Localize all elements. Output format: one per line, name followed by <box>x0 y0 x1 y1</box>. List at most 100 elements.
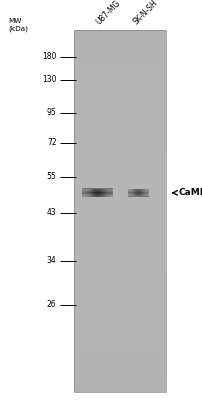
Bar <box>86 189 87 197</box>
Bar <box>74 39 166 44</box>
Bar <box>82 189 83 197</box>
Bar <box>111 189 112 197</box>
Bar <box>74 166 166 170</box>
Bar <box>93 189 94 197</box>
Bar <box>74 306 166 310</box>
Bar <box>74 297 166 302</box>
Bar <box>74 374 166 378</box>
Bar <box>74 365 166 369</box>
Bar <box>74 238 166 243</box>
Bar <box>74 62 166 66</box>
Text: U87-MG: U87-MG <box>94 0 122 26</box>
Bar <box>74 356 166 360</box>
Bar <box>133 190 134 196</box>
Bar <box>74 66 166 71</box>
Bar <box>109 189 110 197</box>
Bar <box>106 189 107 197</box>
Bar <box>74 152 166 157</box>
Bar <box>74 211 166 216</box>
Bar <box>74 84 166 89</box>
Bar <box>143 190 144 196</box>
Bar <box>112 189 113 197</box>
Bar <box>74 234 166 238</box>
Bar <box>74 89 166 93</box>
Bar <box>94 189 95 197</box>
Bar <box>85 189 86 197</box>
Text: SK-N-SH: SK-N-SH <box>132 0 160 26</box>
Bar <box>147 190 148 196</box>
Bar <box>74 342 166 347</box>
Bar <box>74 310 166 315</box>
Bar <box>74 329 166 333</box>
Bar <box>74 198 166 202</box>
Bar <box>74 252 166 256</box>
Text: 55: 55 <box>47 172 57 181</box>
Bar <box>74 256 166 261</box>
Bar <box>74 202 166 206</box>
Bar <box>74 134 166 139</box>
Bar <box>74 75 166 80</box>
Bar <box>146 190 147 196</box>
Text: 180: 180 <box>42 52 57 61</box>
Bar <box>74 324 166 329</box>
Bar <box>145 190 146 196</box>
Bar <box>74 220 166 224</box>
Bar <box>99 189 100 197</box>
Text: CaMKII: CaMKII <box>179 188 202 197</box>
Bar <box>108 189 109 197</box>
Bar <box>74 292 166 297</box>
Bar <box>84 189 85 197</box>
Bar <box>87 189 88 197</box>
Bar <box>132 190 133 196</box>
Bar <box>74 98 166 102</box>
Bar <box>74 333 166 338</box>
Bar <box>104 189 105 197</box>
Text: 72: 72 <box>47 138 57 147</box>
Bar <box>74 188 166 193</box>
Bar <box>74 184 166 188</box>
Bar <box>74 30 166 34</box>
Bar <box>74 44 166 48</box>
Bar <box>90 189 91 197</box>
Bar <box>96 189 97 197</box>
Bar <box>100 189 101 197</box>
Bar <box>74 148 166 152</box>
Bar <box>74 270 166 274</box>
Bar <box>74 143 166 148</box>
Bar <box>141 190 142 196</box>
Bar <box>74 53 166 57</box>
Bar <box>74 265 166 270</box>
Bar <box>74 283 166 288</box>
Bar <box>139 190 140 196</box>
Bar <box>142 190 143 196</box>
Bar <box>83 189 84 197</box>
Bar <box>88 189 89 197</box>
Text: 34: 34 <box>47 256 57 265</box>
Bar <box>74 243 166 247</box>
Bar <box>74 120 166 125</box>
Bar <box>129 190 130 196</box>
Bar <box>92 189 93 197</box>
Bar <box>128 190 129 196</box>
Bar <box>101 189 102 197</box>
Bar <box>74 229 166 234</box>
Bar <box>97 189 98 197</box>
Bar <box>105 189 106 197</box>
Bar <box>74 378 166 383</box>
Bar <box>94 189 95 197</box>
Bar <box>74 130 166 134</box>
Bar <box>74 383 166 388</box>
Bar <box>74 102 166 107</box>
Bar <box>74 30 166 392</box>
Bar <box>74 261 166 265</box>
Bar <box>74 157 166 161</box>
Bar <box>110 189 111 197</box>
Text: 95: 95 <box>47 108 57 117</box>
Bar <box>74 274 166 279</box>
Bar <box>137 190 138 196</box>
Bar <box>138 190 139 196</box>
Bar <box>103 189 104 197</box>
Bar <box>74 112 166 116</box>
Bar <box>74 320 166 324</box>
Bar <box>74 206 166 211</box>
